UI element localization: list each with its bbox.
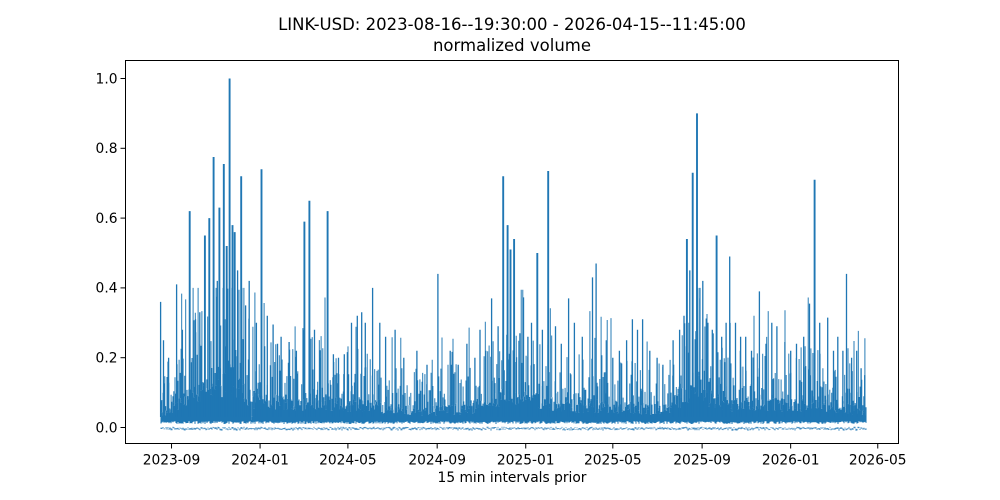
- y-tick-label: 0.6: [96, 211, 118, 227]
- x-tick-label: 2023-09: [143, 453, 201, 469]
- chart-subtitle: normalized volume: [432, 36, 592, 55]
- x-axis-label: 15 min intervals prior: [437, 470, 587, 486]
- y-tick-label: 1.0: [96, 71, 118, 87]
- x-tick-label: 2025-01: [497, 453, 555, 469]
- y-tick-label: 0.0: [96, 420, 118, 436]
- chart-title: LINK-USD: 2023-08-16--19:30:00 - 2026-04…: [278, 15, 746, 34]
- x-tick-label: 2026-05: [849, 453, 907, 469]
- chart-title-block: LINK-USD: 2023-08-16--19:30:00 - 2026-04…: [112, 14, 912, 56]
- y-tick-label: 0.4: [96, 281, 118, 297]
- x-tick-label: 2025-05: [584, 453, 642, 469]
- x-tick-label: 2026-01: [762, 453, 820, 469]
- volume-spikes-medium: [159, 256, 866, 417]
- volume-zero-line: [160, 426, 867, 431]
- x-tick-label: 2024-09: [408, 453, 466, 469]
- y-tick-label: 0.8: [96, 141, 118, 157]
- axes-frame: [125, 60, 899, 444]
- y-tick-label: 0.2: [96, 351, 118, 367]
- volume-spikes-major: [188, 78, 816, 417]
- x-tick-label: 2025-09: [673, 453, 731, 469]
- volume-noise-band: [160, 367, 867, 424]
- x-tick-label: 2024-01: [231, 453, 289, 469]
- x-tick-label: 2024-05: [319, 453, 377, 469]
